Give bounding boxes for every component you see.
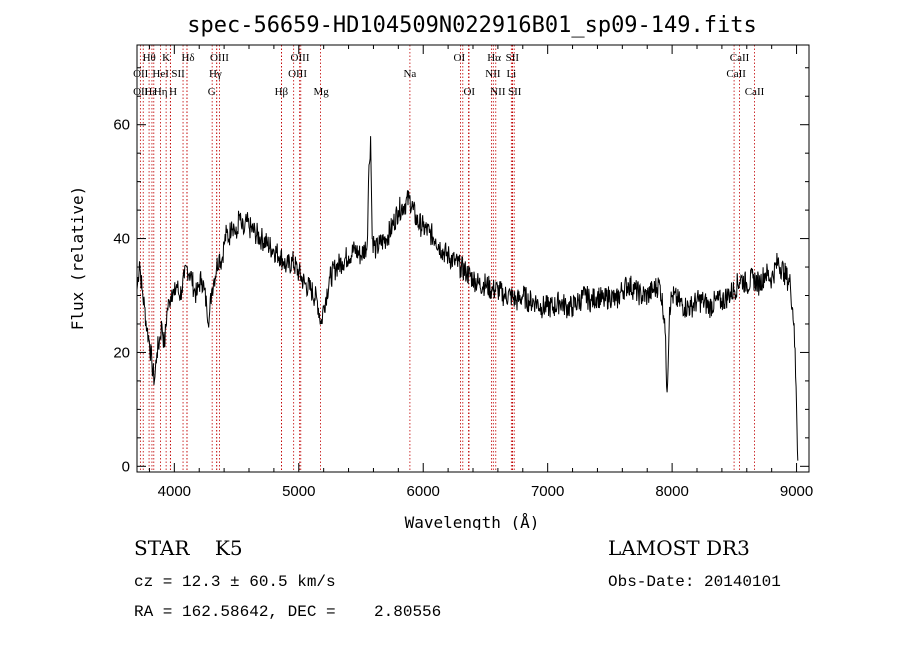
line-label-16: Mg — [314, 86, 330, 98]
line-label-3: Hε — [144, 86, 157, 98]
line-label-17: Na — [403, 68, 416, 80]
x-tick-label-6000: 6000 — [407, 483, 440, 500]
obs-date: Obs-Date: 20140101 — [608, 573, 781, 591]
x-axis-label: Wavelength (Å) — [405, 513, 540, 530]
line-label-21: SII — [506, 52, 520, 64]
line-label-0: Hθ — [143, 52, 156, 64]
line-label-23: Li — [506, 68, 516, 80]
line-label-5: K — [162, 52, 170, 64]
line-label-9: Hδ — [181, 52, 194, 64]
classification-row: STAR K5 — [134, 536, 243, 560]
spectrum-series-line — [136, 136, 799, 461]
line-label-13: OIII — [291, 52, 310, 64]
y-tick-label-20: 20 — [113, 344, 130, 361]
line-label-26: CaII — [730, 52, 750, 64]
plot-frame — [136, 44, 810, 473]
spectrum-chart: spec-56659-HD104509N022916B01_sp09-149.f… — [68, 13, 813, 530]
line-label-11: Hγ — [209, 68, 222, 80]
object-subclass: K5 — [214, 536, 243, 560]
chart-title: spec-56659-HD104509N022916B01_sp09-149.f… — [187, 13, 757, 38]
object-class: STAR — [134, 536, 190, 560]
redshift-readout: cz = 12.3 ± 60.5 km/s — [134, 573, 336, 591]
line-label-14: OIII — [288, 68, 307, 80]
line-label-7: SII — [171, 68, 185, 80]
axis-ticks: 4000 5000 6000 7000 8000 9000 0 20 40 60 — [113, 45, 813, 500]
y-tick-label-0: 0 — [122, 458, 130, 475]
line-label-4: Hη — [154, 86, 168, 98]
survey-name: LAMOST DR3 — [608, 536, 750, 560]
y-tick-label-40: 40 — [113, 231, 130, 248]
x-tick-label-8000: 8000 — [655, 483, 688, 500]
line-label-15: Hβ — [275, 86, 289, 98]
line-label-19: OI — [463, 86, 475, 98]
line-label-10: OIII — [210, 52, 229, 64]
line-label-22: NII — [485, 68, 501, 80]
line-label-25: SII — [508, 86, 522, 98]
line-label-27: CaII — [726, 68, 746, 80]
x-tick-label-9000: 9000 — [780, 483, 813, 500]
line-label-20: Hα — [487, 52, 501, 64]
line-label-12: G — [208, 86, 216, 98]
x-tick-label-4000: 4000 — [158, 483, 191, 500]
line-label-24: NII — [490, 86, 506, 98]
x-tick-label-7000: 7000 — [531, 483, 564, 500]
line-label-6: HeI — [152, 68, 169, 80]
x-tick-label-5000: 5000 — [282, 483, 315, 500]
ra-dec-readout: RA = 162.58642, DEC = 2.80556 — [134, 603, 442, 621]
y-axis-label: Flux (relative) — [68, 186, 87, 331]
line-label-1: OII — [133, 68, 149, 80]
line-label-28: CaII — [745, 86, 765, 98]
line-label-18: OI — [454, 52, 466, 64]
y-tick-label-60: 60 — [113, 117, 130, 134]
line-label-8: H — [169, 86, 177, 98]
